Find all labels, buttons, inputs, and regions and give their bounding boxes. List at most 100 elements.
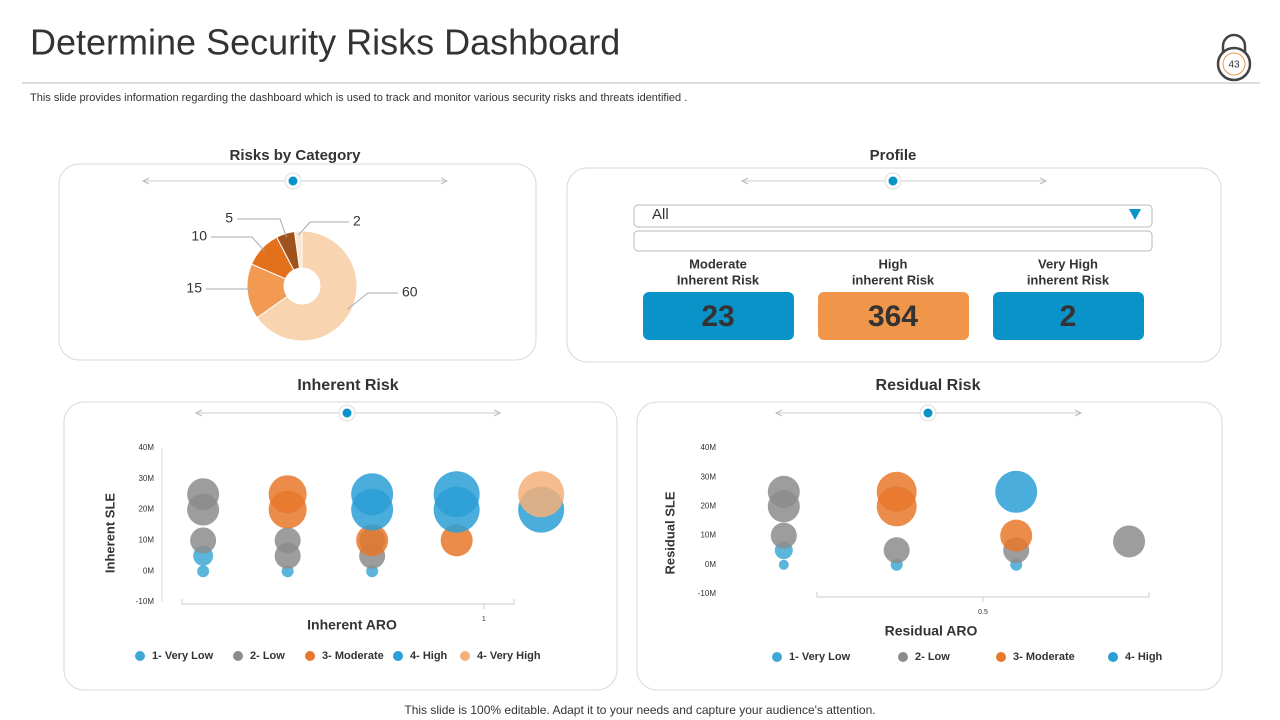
dropdown-arrow — [1129, 209, 1141, 220]
slider-arrow — [740, 177, 749, 185]
leader-line — [346, 292, 398, 310]
legend-swatch — [1108, 652, 1118, 662]
data-label: 5 — [225, 210, 233, 226]
legend-swatch — [135, 651, 145, 661]
pie-slice — [293, 230, 303, 269]
legend-swatch — [393, 651, 403, 661]
legend-swatch — [772, 652, 782, 662]
y-tick-label: 10M — [700, 531, 716, 540]
slider-dot — [342, 408, 352, 418]
page-title: Determine Security Risks Dashboard — [30, 22, 620, 63]
kpi-label: inherent Risk — [852, 272, 935, 287]
data-label: 60 — [402, 284, 418, 300]
legend-swatch — [460, 651, 470, 661]
legend-swatch — [996, 652, 1006, 662]
dropdown-value: All — [652, 206, 669, 223]
slider-arrow — [1039, 177, 1048, 185]
bubble — [190, 527, 217, 554]
slider-arrow — [774, 409, 783, 417]
residual-panel — [636, 401, 1223, 691]
kpi-card — [993, 292, 1144, 340]
legend-label: 3- Moderate — [322, 650, 384, 662]
slider-arrow — [1074, 409, 1083, 417]
legend-swatch — [898, 652, 908, 662]
icon-number: 43 — [1228, 60, 1240, 71]
y-tick-label: 40M — [138, 443, 154, 452]
bubble — [440, 524, 473, 557]
bubble — [356, 524, 389, 557]
legend-label: 3- Moderate — [1013, 651, 1075, 663]
y-tick-label: 20M — [700, 502, 716, 511]
kpi-value: 2 — [1060, 300, 1077, 333]
bubble — [433, 486, 480, 533]
bubble — [197, 565, 210, 578]
kpi-value: 364 — [868, 300, 918, 333]
bubble — [274, 542, 301, 569]
kpi-card — [818, 292, 969, 340]
slider-dot — [923, 408, 933, 418]
y-tick-label: 30M — [700, 472, 716, 481]
legend-label: 1- Very Low — [152, 650, 214, 662]
slider-arrow — [493, 409, 502, 417]
leader-line — [298, 221, 349, 236]
y-tick-label: 10M — [138, 536, 154, 545]
legend-label: 4- High — [410, 650, 448, 662]
bubble — [767, 490, 800, 523]
bubble — [770, 522, 797, 549]
y-tick-label: 40M — [700, 443, 716, 452]
leader-line — [237, 218, 288, 238]
legend-label: 2- Low — [250, 650, 285, 662]
y-tick-label: 20M — [138, 505, 154, 514]
kpi-label: Moderate — [689, 256, 747, 271]
bubble — [778, 559, 789, 570]
bubble — [518, 471, 565, 518]
kpi-label: Inherent Risk — [677, 272, 760, 287]
bubble — [876, 486, 917, 527]
chart-title: Residual Risk — [876, 377, 981, 394]
y-tick-label: -10M — [698, 589, 717, 598]
leader-line — [211, 236, 266, 252]
subtitle: This slide provides information regardin… — [30, 92, 687, 104]
legend-label: 4- High — [1125, 651, 1163, 663]
y-tick-label: 0M — [705, 560, 716, 569]
y-axis-label: Inherent SLE — [102, 493, 117, 574]
kpi-label: Very High — [1038, 256, 1098, 271]
x-axis-label: Inherent ARO — [307, 617, 397, 633]
chart-title: Risks by Category — [230, 147, 362, 164]
x-axis-label: Residual ARO — [885, 623, 978, 639]
x-tick-label: 0.5 — [978, 609, 988, 616]
pie-slice — [256, 230, 358, 342]
legend-swatch — [305, 651, 315, 661]
slider-dot — [288, 176, 298, 186]
legend-label: 4- Very High — [477, 650, 541, 662]
y-axis-label: Residual SLE — [662, 491, 677, 574]
bubble — [268, 490, 307, 529]
kpi-label: inherent Risk — [1027, 272, 1110, 287]
slider-dot — [888, 176, 898, 186]
x-axis-bracket — [181, 599, 515, 605]
dropdown[interactable] — [633, 204, 1153, 228]
legend-label: 2- Low — [915, 651, 950, 663]
footer: This slide is 100% editable. Adapt it to… — [404, 703, 875, 717]
x-tick-label: 1 — [482, 616, 486, 623]
y-tick-label: 0M — [143, 566, 154, 575]
legend-swatch — [233, 651, 243, 661]
legend-label: 1- Very Low — [789, 651, 851, 663]
bubble — [1000, 519, 1033, 552]
bubble — [187, 493, 220, 526]
kpi-label: High — [879, 256, 908, 271]
chart-title: Inherent Risk — [297, 377, 398, 394]
lock-icon — [1216, 33, 1252, 82]
inherent-panel — [63, 401, 618, 691]
bubble — [883, 537, 910, 564]
y-tick-label: -10M — [136, 597, 155, 606]
slider-arrow — [141, 177, 150, 185]
bubble — [1113, 525, 1146, 558]
data-label: 10 — [191, 228, 207, 244]
slider-arrow — [440, 177, 449, 185]
leader-line — [206, 288, 252, 292]
profile-title: Profile — [870, 147, 917, 164]
search-box[interactable] — [633, 230, 1153, 252]
slider-arrow — [194, 409, 203, 417]
